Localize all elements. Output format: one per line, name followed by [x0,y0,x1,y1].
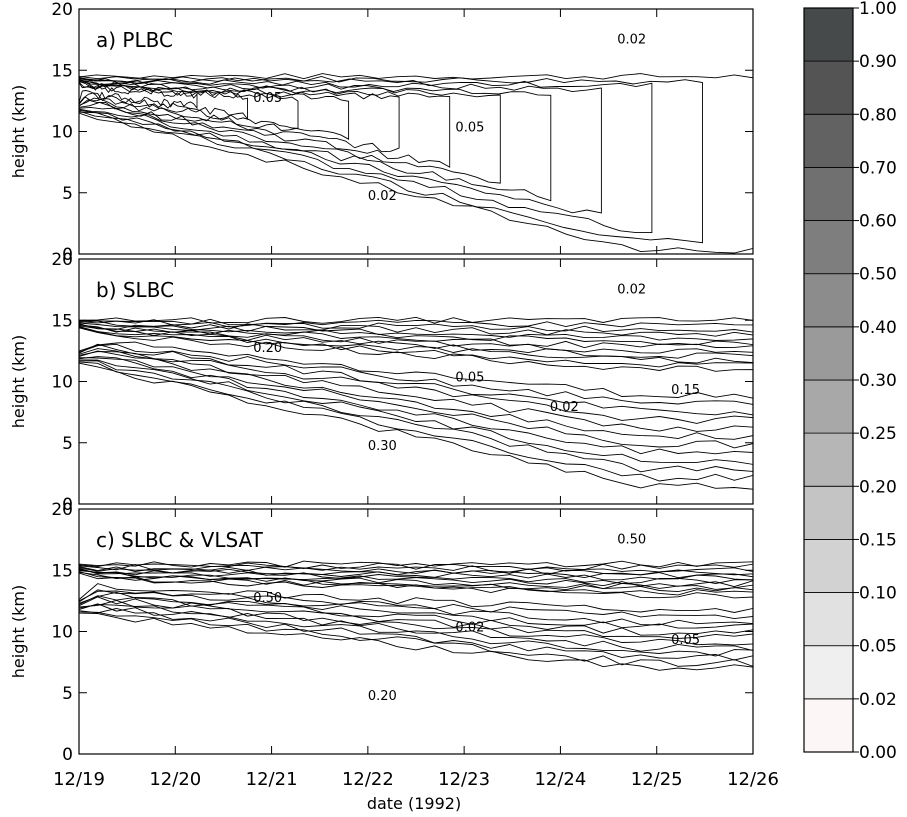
y-tick-label: 5 [62,434,73,454]
contour-level-2 [78,74,703,244]
x-tick-label: 12/24 [534,769,586,790]
panel-title: a) PLBC [96,28,173,52]
x-tick-label: 12/26 [727,769,779,790]
contour-label: 0.20 [368,689,397,704]
contour-level-6 [78,78,501,184]
colorbar-segment [803,539,854,593]
contour-label: 0.30 [368,439,397,454]
colorbar-tick-label: 0.10 [859,584,897,604]
contour-label: 0.05 [455,121,484,136]
contour-level-11 [78,80,248,121]
contour-level-12 [78,81,198,110]
y-tick-label: 15 [51,311,73,331]
colorbar-tick-label: 0.40 [859,318,897,338]
contour-label: 0.02 [617,32,646,47]
colorbar-tick-label: 0.80 [859,105,897,125]
colorbar-segment [803,326,854,381]
x-axis: 12/19 12/20 12/21 12/22 12/23 12/24 12/25 12/26 [53,769,779,790]
y-tick-label: 10 [51,123,73,143]
contour-level-7 [78,79,451,168]
y-tick-label: 0 [62,495,73,515]
contour-level-3 [78,76,653,234]
colorbar-segment [803,485,854,540]
contour-label: 0.15 [671,383,700,398]
y-tick-label: 20 [51,250,73,270]
panel-2: 0.30 0.20 0.05 0.02 0.15 0.02 0 5 10 15 20 height (… [9,250,754,515]
colorbar-segment [803,379,854,434]
contour-label: 0.05 [455,371,484,386]
panel-background [79,509,753,754]
colorbar-segment [803,273,854,328]
colorbar-tick-label: 1.00 [859,0,897,19]
colorbar-segment [803,166,854,221]
colorbar-tick-label: 0.15 [859,530,897,550]
y-tick-label: 5 [62,684,73,704]
colorbar-tick-label: 0.70 [859,158,897,178]
y-tick-label: 15 [51,61,73,81]
panels-group: 0.02 0.05 0.05 0.02 0 5 10 15 20 height (km) a) PL… [9,0,754,765]
contour-label: 0.02 [368,189,397,204]
y-axis-label: height (km) [9,335,28,428]
colorbar-tick-label: 0.90 [859,52,897,72]
colorbar-segment [803,432,854,487]
colorbar-tick-label: 0.30 [859,371,897,391]
colorbar-tick-label: 0.02 [859,690,897,710]
colorbar-tick-label: 0.20 [859,477,897,497]
x-tick-label: 12/25 [631,769,683,790]
contour-label: 0.50 [617,532,646,547]
colorbar-tick-label: 0.60 [859,212,897,232]
contour-label: 0.02 [617,282,646,297]
y-axis-label: height (km) [9,585,28,678]
x-axis-label: date (1992) [367,794,461,813]
colorbar-segment [803,698,854,753]
contour-label: 0.05 [253,91,282,106]
y-axis-label: height (km) [9,85,28,178]
y-tick-label: 15 [51,561,73,581]
colorbar-tick-label: 0.00 [859,743,897,763]
y-tick-label: 0 [62,245,73,265]
colorbar-segment [803,592,854,647]
colorbar-segment [803,60,854,115]
y-tick-label: 20 [51,0,73,20]
contour-label: 0.20 [253,341,282,356]
contour-level-8 [78,79,400,153]
contour-level-5 [78,78,552,202]
colorbar-segment [803,113,854,168]
x-tick-label: 12/20 [149,769,201,790]
contour-label: 0.02 [455,621,484,636]
colorbar-segment [803,220,854,275]
y-tick-label: 20 [51,500,73,520]
y-tick-label: 10 [51,373,73,393]
panel-title: c) SLBC & VLSAT [96,528,264,552]
contour-label: 0.02 [550,400,579,415]
colorbar-segment [803,645,854,700]
panel-1: 0.02 0.05 0.05 0.02 0 5 10 15 20 height (km) a) PL… [9,0,754,265]
contour-level-4 [78,77,602,214]
colorbar-tick-label: 0.05 [859,637,897,657]
colorbar-tick-label: 0.25 [859,424,897,444]
colorbar-segment [803,7,854,62]
contour-label: 0.50 [253,591,282,606]
contour-label: 0.05 [671,633,700,648]
panel-3: 0.20 0.50 0.02 0.50 0.05 0 5 10 15 20 height (km) c… [9,500,754,765]
x-tick-label: 12/22 [342,769,394,790]
colorbar-tick-label: 0.50 [859,265,897,285]
panel-title: b) SLBC [96,278,174,302]
x-tick-label: 12/19 [53,769,105,790]
colorbar: 0.00 0.02 0.05 0.10 0.15 0.20 0.25 0.30 0.40 0.50… [803,0,897,763]
x-tick-label: 12/21 [246,769,298,790]
y-tick-label: 10 [51,623,73,643]
y-tick-label: 5 [62,184,73,204]
panel-background [79,259,753,504]
y-tick-label: 0 [62,745,73,765]
x-tick-label: 12/23 [438,769,490,790]
